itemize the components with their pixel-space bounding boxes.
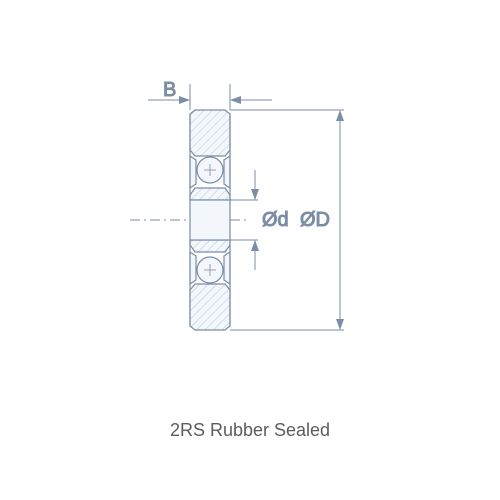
bearing-section xyxy=(190,110,230,330)
diagram-stage: B Ød ØD 2RS Rubber Sealed xyxy=(0,0,500,500)
caption-text: 2RS Rubber Sealed xyxy=(170,420,330,440)
label-d: Ød xyxy=(262,209,289,231)
label-B: B xyxy=(163,79,176,101)
label-D: ØD xyxy=(300,209,330,231)
dimension-B: B xyxy=(148,79,272,110)
caption: 2RS Rubber Sealed xyxy=(0,420,500,441)
